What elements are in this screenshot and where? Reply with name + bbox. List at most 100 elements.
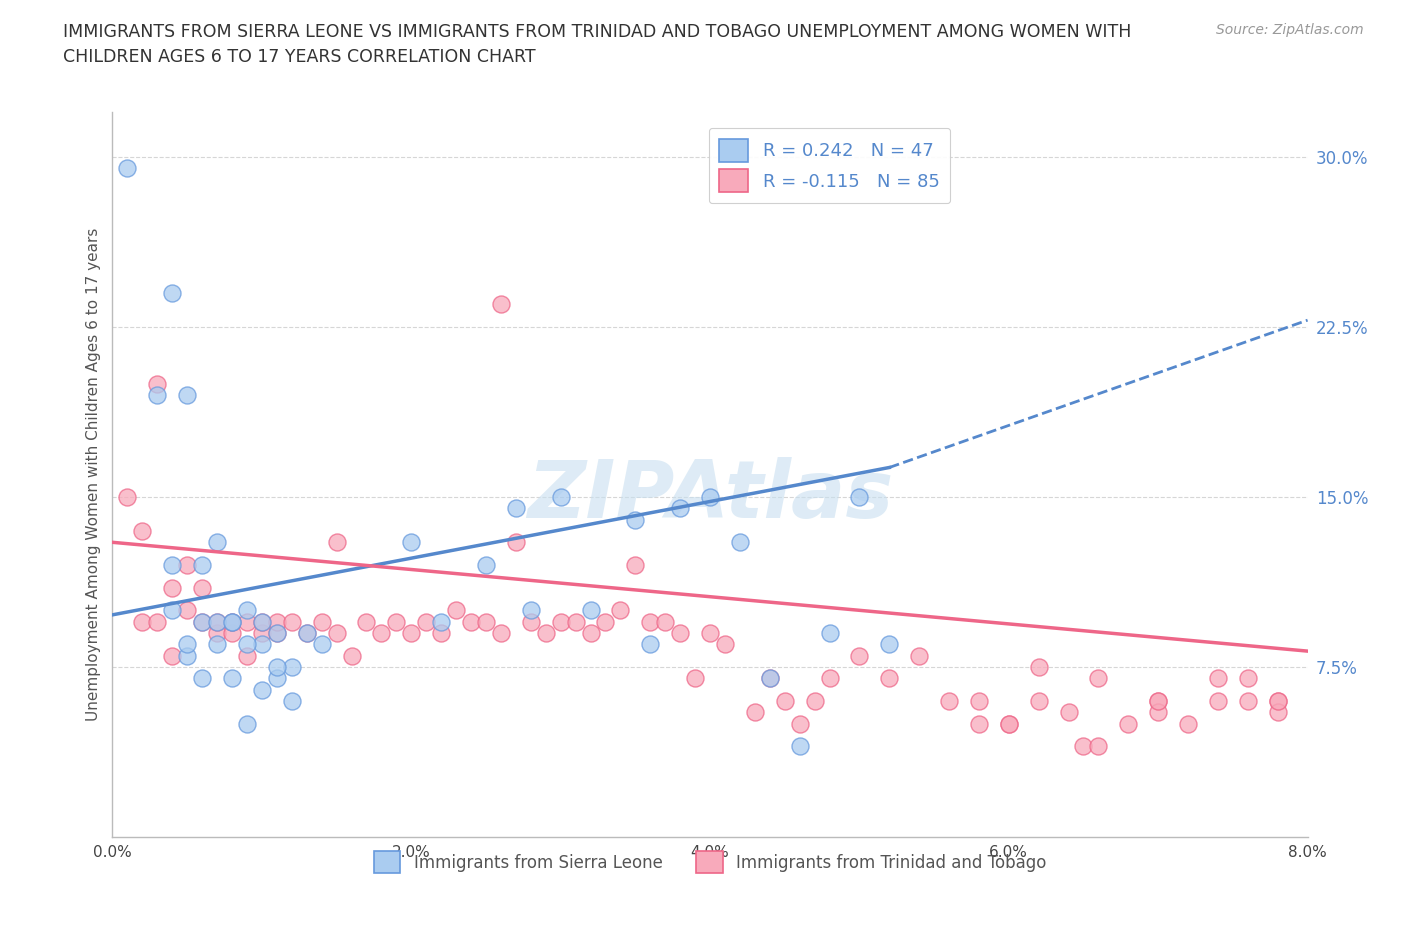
Point	[415, 614, 437, 629]
Point	[250, 683, 273, 698]
Point	[311, 614, 333, 629]
Point	[385, 614, 408, 629]
Point	[430, 626, 453, 641]
Point	[176, 637, 198, 652]
Point	[266, 671, 288, 685]
Point	[162, 580, 183, 595]
Point	[205, 614, 228, 629]
Point	[967, 694, 990, 709]
Point	[146, 376, 169, 391]
Point	[250, 637, 273, 652]
Text: Source: ZipAtlas.com: Source: ZipAtlas.com	[1216, 23, 1364, 37]
Point	[579, 603, 602, 618]
Y-axis label: Unemployment Among Women with Children Ages 6 to 17 years: Unemployment Among Women with Children A…	[86, 228, 101, 721]
Point	[117, 489, 139, 504]
Point	[877, 637, 901, 652]
Point	[146, 388, 169, 403]
Point	[281, 614, 304, 629]
Point	[221, 614, 243, 629]
Point	[162, 603, 183, 618]
Point	[1147, 694, 1170, 709]
Point	[266, 659, 288, 674]
Point	[205, 626, 228, 641]
Point	[191, 671, 214, 685]
Point	[250, 614, 273, 629]
Point	[654, 614, 676, 629]
Point	[728, 535, 751, 550]
Point	[714, 637, 737, 652]
Point	[295, 626, 318, 641]
Point	[250, 614, 273, 629]
Point	[221, 671, 243, 685]
Point	[579, 626, 602, 641]
Point	[117, 161, 139, 176]
Point	[295, 626, 318, 641]
Point	[1057, 705, 1080, 720]
Point	[624, 512, 647, 527]
Point	[848, 648, 870, 663]
Point	[205, 637, 228, 652]
Point	[1087, 671, 1109, 685]
Point	[1087, 738, 1109, 753]
Point	[489, 626, 512, 641]
Point	[162, 558, 183, 573]
Point	[998, 716, 1021, 731]
Point	[236, 716, 259, 731]
Text: IMMIGRANTS FROM SIERRA LEONE VS IMMIGRANTS FROM TRINIDAD AND TOBAGO UNEMPLOYMENT: IMMIGRANTS FROM SIERRA LEONE VS IMMIGRAN…	[63, 23, 1132, 41]
Point	[789, 738, 811, 753]
Point	[236, 614, 259, 629]
Point	[640, 614, 662, 629]
Point	[683, 671, 706, 685]
Point	[773, 694, 796, 709]
Point	[236, 637, 259, 652]
Text: CHILDREN AGES 6 TO 17 YEARS CORRELATION CHART: CHILDREN AGES 6 TO 17 YEARS CORRELATION …	[63, 48, 536, 66]
Point	[131, 614, 153, 629]
Point	[236, 648, 259, 663]
Point	[1237, 671, 1260, 685]
Point	[370, 626, 392, 641]
Point	[998, 716, 1021, 731]
Point	[489, 297, 512, 312]
Point	[1028, 694, 1050, 709]
Point	[669, 501, 692, 516]
Point	[1206, 671, 1229, 685]
Point	[176, 603, 198, 618]
Point	[325, 626, 347, 641]
Point	[759, 671, 782, 685]
Point	[475, 614, 498, 629]
Point	[191, 614, 214, 629]
Point	[564, 614, 586, 629]
Point	[505, 535, 527, 550]
Point	[669, 626, 692, 641]
Point	[1267, 694, 1289, 709]
Point	[250, 626, 273, 641]
Point	[609, 603, 631, 618]
Point	[550, 614, 572, 629]
Point	[967, 716, 990, 731]
Point	[1147, 694, 1170, 709]
Point	[744, 705, 766, 720]
Point	[325, 535, 347, 550]
Point	[191, 558, 214, 573]
Point	[1073, 738, 1095, 753]
Point	[356, 614, 378, 629]
Text: ZIPAtlas: ZIPAtlas	[527, 457, 893, 535]
Point	[176, 558, 198, 573]
Point	[803, 694, 825, 709]
Point	[550, 489, 572, 504]
Point	[1267, 705, 1289, 720]
Point	[266, 626, 288, 641]
Point	[595, 614, 617, 629]
Point	[340, 648, 363, 663]
Point	[162, 648, 183, 663]
Point	[877, 671, 901, 685]
Point	[266, 626, 288, 641]
Point	[818, 626, 841, 641]
Point	[401, 535, 423, 550]
Point	[1147, 705, 1170, 720]
Point	[205, 614, 228, 629]
Point	[221, 614, 243, 629]
Point	[908, 648, 931, 663]
Point	[191, 580, 214, 595]
Point	[699, 489, 721, 504]
